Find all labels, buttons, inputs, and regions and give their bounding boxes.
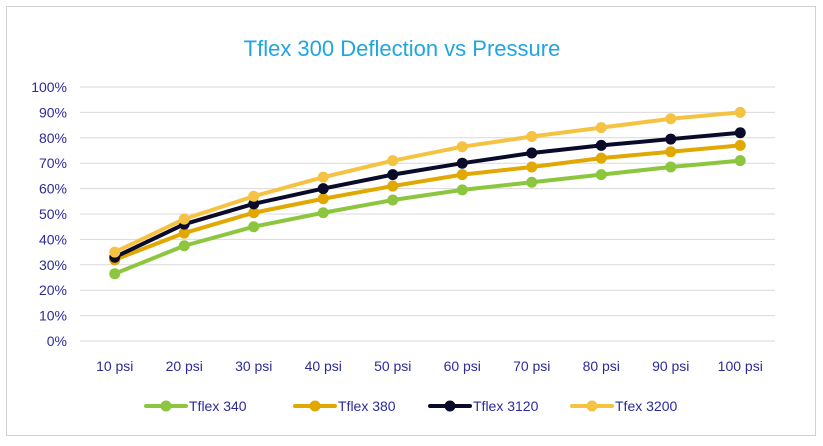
y-axis-ticks: 0% 10% 20% 30% 40% 50% 60% 70% 80% 90% 100%	[31, 79, 67, 349]
data-point	[665, 161, 677, 173]
data-point	[526, 131, 538, 143]
y-tick-label: 0%	[47, 333, 67, 349]
data-point	[665, 113, 677, 125]
data-point	[387, 194, 399, 206]
y-tick-label: 80%	[39, 130, 67, 146]
data-point	[734, 155, 746, 167]
series-line	[112, 158, 743, 276]
data-point	[595, 139, 607, 151]
legend-entry: Tfex 3200	[570, 398, 677, 414]
data-point	[387, 180, 399, 192]
y-tick-label: 60%	[39, 181, 67, 197]
y-tick-label: 50%	[39, 206, 67, 222]
data-point	[665, 146, 677, 158]
data-point	[317, 207, 329, 219]
legend-entry: Tflex 380	[293, 398, 396, 414]
data-point	[109, 268, 121, 280]
data-point	[248, 207, 260, 219]
data-point	[456, 157, 468, 169]
legend-swatch-marker	[444, 400, 456, 412]
data-point	[178, 213, 190, 225]
y-tick-label: 30%	[39, 257, 67, 273]
series-line	[112, 130, 743, 260]
data-point	[734, 127, 746, 139]
legend: Tflex 340 Tflex 380 Tflex 3120 Tfex 3200	[144, 398, 677, 414]
x-tick-label: 100 psi	[718, 358, 763, 374]
legend-entry: Tflex 340	[144, 398, 247, 414]
series-1	[109, 139, 746, 266]
legend-label: Tfex 3200	[615, 398, 677, 414]
data-point	[734, 139, 746, 151]
data-point	[178, 240, 190, 252]
legend-swatch-marker	[309, 400, 321, 412]
y-tick-label: 100%	[31, 79, 67, 95]
data-point	[526, 147, 538, 159]
data-point	[456, 141, 468, 153]
data-point	[456, 184, 468, 196]
data-point	[526, 176, 538, 188]
data-point	[595, 152, 607, 164]
data-point	[248, 190, 260, 202]
chart-frame	[6, 6, 816, 436]
y-tick-label: 20%	[39, 282, 67, 298]
data-point	[178, 227, 190, 239]
data-point	[248, 221, 260, 233]
series-line	[112, 110, 743, 255]
chart-title: Tflex 300 Deflection vs Pressure	[244, 36, 561, 61]
series-line	[112, 143, 743, 262]
legend-label: Tflex 3120	[473, 398, 539, 414]
x-tick-label: 30 psi	[235, 358, 272, 374]
data-point	[526, 161, 538, 173]
data-point	[109, 246, 121, 258]
legend-swatch-marker	[160, 400, 172, 412]
y-tick-label: 40%	[39, 231, 67, 247]
series-3	[109, 106, 746, 258]
data-point	[317, 193, 329, 205]
data-point	[456, 169, 468, 181]
data-point	[387, 169, 399, 181]
x-tick-label: 40 psi	[305, 358, 342, 374]
data-point	[248, 198, 260, 210]
data-point	[665, 133, 677, 145]
legend-label: Tflex 380	[338, 398, 396, 414]
series-lines	[109, 106, 746, 280]
legend-swatch-marker	[586, 400, 598, 412]
x-tick-label: 80 psi	[583, 358, 620, 374]
x-tick-label: 10 psi	[96, 358, 133, 374]
y-tick-label: 90%	[39, 104, 67, 120]
gridlines	[80, 86, 775, 342]
data-point	[595, 169, 607, 181]
series-0	[109, 155, 746, 280]
legend-entry: Tflex 3120	[428, 398, 539, 414]
x-tick-label: 90 psi	[652, 358, 689, 374]
x-tick-label: 60 psi	[444, 358, 481, 374]
data-point	[317, 171, 329, 183]
legend-label: Tflex 340	[189, 398, 247, 414]
data-point	[595, 122, 607, 134]
y-tick-label: 10%	[39, 308, 67, 324]
data-point	[734, 106, 746, 118]
data-point	[387, 155, 399, 167]
data-point	[317, 183, 329, 195]
x-tick-label: 50 psi	[374, 358, 411, 374]
x-axis-ticks: 10 psi 20 psi 30 psi 40 psi 50 psi 60 psi 70 p…	[96, 358, 763, 374]
x-tick-label: 70 psi	[513, 358, 550, 374]
y-tick-label: 70%	[39, 155, 67, 171]
x-tick-label: 20 psi	[166, 358, 203, 374]
